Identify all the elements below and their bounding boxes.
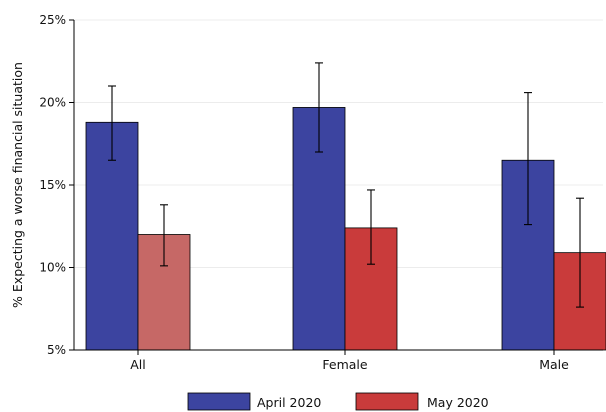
legend: April 2020 May 2020 <box>187 392 489 411</box>
y-ticks: 5% 10% 15% 20% 25% <box>39 13 74 357</box>
legend-swatch-may <box>355 392 419 411</box>
y-tick-label: 20% <box>39 96 66 110</box>
x-tick-label: Male <box>539 357 569 372</box>
y-tick-label: 10% <box>39 261 66 275</box>
x-ticks: All Female Male <box>130 350 569 372</box>
x-tick-label: Female <box>322 357 368 372</box>
legend-swatch-april <box>187 392 251 411</box>
y-tick-label: 5% <box>47 343 66 357</box>
y-tick-label: 15% <box>39 178 66 192</box>
x-tick-label: All <box>130 357 146 372</box>
y-tick-label: 25% <box>39 13 66 27</box>
legend-label-may: May 2020 <box>427 395 489 410</box>
error-bars <box>108 62 584 308</box>
legend-label-april: April 2020 <box>257 395 321 410</box>
y-axis-title: % Expecting a worse financial situation <box>10 62 25 308</box>
